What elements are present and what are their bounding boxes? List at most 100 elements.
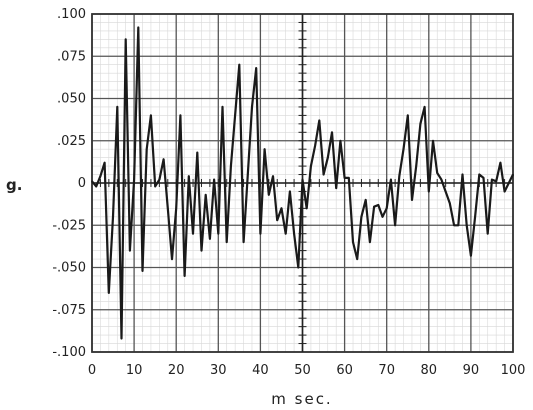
data-point bbox=[364, 199, 367, 201]
data-point bbox=[230, 165, 232, 167]
data-point bbox=[465, 224, 468, 227]
data-point bbox=[108, 292, 110, 294]
data-point bbox=[423, 106, 426, 108]
x-tick-label: 20 bbox=[168, 363, 185, 378]
data-point bbox=[263, 148, 266, 150]
x-axis-label: m sec. bbox=[271, 390, 332, 408]
data-point bbox=[158, 178, 161, 181]
data-point bbox=[512, 173, 514, 176]
data-point bbox=[133, 178, 135, 181]
y-axis-label: g. bbox=[6, 176, 22, 194]
series-group bbox=[91, 26, 514, 340]
data-point bbox=[213, 178, 215, 181]
data-point bbox=[103, 161, 106, 164]
data-point bbox=[204, 194, 207, 196]
data-point bbox=[137, 26, 140, 29]
y-tick-label: -.100 bbox=[52, 345, 86, 360]
data-point bbox=[246, 173, 249, 176]
x-tick-label: 10 bbox=[126, 363, 143, 378]
data-point bbox=[343, 177, 346, 179]
data-point bbox=[402, 148, 405, 150]
data-point bbox=[348, 177, 350, 179]
data-point bbox=[331, 131, 333, 134]
data-point bbox=[436, 172, 439, 174]
y-tick-label: .100 bbox=[57, 7, 86, 22]
data-point bbox=[314, 145, 316, 147]
data-point bbox=[369, 241, 371, 243]
y-tick-label: -.075 bbox=[52, 303, 86, 318]
data-point bbox=[251, 106, 253, 108]
data-point bbox=[124, 38, 127, 41]
data-point bbox=[415, 165, 417, 167]
data-point bbox=[310, 165, 312, 167]
data-point bbox=[499, 161, 502, 164]
data-point bbox=[411, 199, 413, 201]
data-point bbox=[196, 151, 199, 154]
x-tick-label: 60 bbox=[336, 363, 353, 378]
data-point bbox=[507, 182, 510, 184]
data-point bbox=[432, 139, 434, 142]
data-point bbox=[99, 175, 102, 178]
data-point bbox=[373, 205, 375, 208]
data-point bbox=[381, 216, 384, 218]
data-point bbox=[390, 178, 392, 181]
y-tick-label: -.050 bbox=[52, 261, 86, 276]
data-point bbox=[188, 175, 190, 178]
data-point bbox=[179, 114, 182, 117]
y-tick-label: .025 bbox=[57, 134, 86, 149]
data-point bbox=[129, 249, 131, 252]
data-point bbox=[284, 232, 287, 235]
data-point bbox=[478, 173, 481, 176]
data-point bbox=[166, 207, 169, 210]
y-tick-label: -.025 bbox=[52, 218, 86, 233]
data-point bbox=[116, 106, 119, 108]
x-tick-label: 30 bbox=[210, 363, 227, 378]
data-point bbox=[150, 114, 152, 117]
data-point bbox=[301, 178, 304, 181]
data-point bbox=[209, 237, 211, 240]
data-point bbox=[503, 190, 506, 193]
data-point bbox=[356, 258, 359, 260]
data-point bbox=[398, 175, 401, 178]
y-tick-label: .075 bbox=[57, 49, 86, 64]
data-point bbox=[322, 173, 325, 176]
data-point bbox=[183, 275, 186, 277]
data-point bbox=[339, 139, 342, 142]
data-point bbox=[449, 202, 451, 205]
data-point bbox=[474, 216, 476, 218]
data-point bbox=[171, 258, 173, 260]
data-point bbox=[453, 224, 455, 227]
data-point bbox=[470, 254, 472, 257]
x-tick-label: 40 bbox=[252, 363, 269, 378]
data-point bbox=[141, 270, 144, 272]
data-point bbox=[154, 185, 156, 188]
x-tick-label: 100 bbox=[501, 363, 526, 378]
data-point bbox=[440, 178, 443, 181]
data-point bbox=[293, 232, 295, 235]
data-point bbox=[268, 194, 270, 196]
data-point bbox=[289, 190, 291, 193]
data-point bbox=[352, 241, 354, 243]
data-point bbox=[192, 232, 194, 235]
data-point bbox=[272, 175, 274, 178]
data-point bbox=[495, 180, 497, 183]
data-point bbox=[91, 180, 93, 183]
x-tick-label: 0 bbox=[88, 363, 96, 378]
data-point bbox=[491, 178, 493, 181]
data-point bbox=[297, 266, 300, 269]
data-point bbox=[255, 67, 257, 69]
x-tick-label: 80 bbox=[421, 363, 438, 378]
data-point bbox=[221, 106, 224, 108]
data-point bbox=[461, 173, 464, 176]
data-point bbox=[234, 114, 236, 117]
data-point bbox=[238, 63, 241, 66]
data-point bbox=[225, 241, 228, 243]
y-tick-label: 0 bbox=[78, 176, 86, 191]
x-tick-label: 70 bbox=[378, 363, 395, 378]
x-tick-label: 90 bbox=[463, 363, 480, 378]
data-point bbox=[276, 219, 279, 221]
data-point bbox=[200, 249, 203, 252]
data-point bbox=[95, 185, 98, 188]
data-point bbox=[394, 224, 396, 227]
